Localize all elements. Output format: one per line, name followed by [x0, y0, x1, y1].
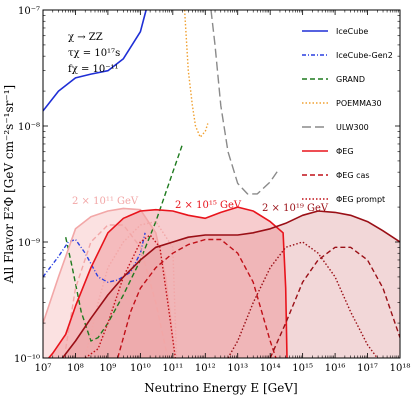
x-tick-label: 10⁹ — [100, 363, 117, 374]
legend-label-eg-cas: ΦEG cas — [336, 171, 370, 180]
x-tick-label: 10¹⁸ — [390, 363, 411, 374]
annotation-1e15: 2 × 10¹⁵ GeV — [175, 200, 242, 211]
series-line-eg-2-10 — [43, 207, 175, 358]
y-axis-title: All Flavor E²Φ [GeV cm⁻²s⁻¹sr⁻¹] — [2, 85, 16, 284]
legend-label-eg: ΦEG — [336, 147, 354, 156]
series-line-eg-2-10 — [48, 206, 288, 358]
series-line-eg-2-10-cas — [117, 238, 277, 358]
param-fraction: fχ = 10⁻¹¹ — [68, 64, 119, 75]
series-line-eg-2-10-cas — [269, 246, 400, 358]
param-decay: χ → ZZ — [68, 32, 103, 43]
x-tick-label: 10¹⁵ — [292, 363, 313, 374]
x-tick-label: 10¹¹ — [162, 363, 183, 374]
annotation-1e11: 2 × 10¹¹ GeV — [72, 196, 139, 207]
plot-frame — [42, 9, 401, 359]
legend-label-poemma30: POEMMA30 — [336, 99, 382, 108]
y-tick-label: 10⁻⁹ — [18, 238, 40, 249]
x-tick-label: 10¹⁴ — [260, 363, 281, 374]
x-axis-title: Neutrino Energy E [GeV] — [144, 381, 297, 395]
series-line-eg-2-10-prompt — [84, 234, 177, 358]
series-line-eg-2-10 — [61, 210, 400, 358]
x-tick-label: 10⁷ — [35, 363, 52, 374]
legend-label-eg-prompt: ΦEG prompt — [336, 195, 385, 204]
annotation-1e19: 2 × 10¹⁹ GeV — [262, 203, 329, 214]
param-lifetime: τχ = 10¹⁷s — [68, 48, 120, 59]
x-tick-label: 10¹² — [195, 363, 216, 374]
x-tick-label: 10¹⁰ — [130, 363, 151, 374]
legend-label-ulw300: ULW300 — [336, 123, 369, 132]
series-line-eg-2-10-cas — [65, 224, 169, 358]
series-line-eg-2-10-prompt — [227, 241, 378, 358]
legend: IceCube IceCube-Gen2 GRAND POEMMA30 ULW300 ΦE… — [302, 27, 393, 204]
series-line-icecube — [43, 10, 147, 112]
x-tick-label: 10⁸ — [67, 363, 84, 374]
x-tick-label: 10¹³ — [227, 363, 248, 374]
y-tick-label: 10⁻¹⁰ — [14, 354, 40, 365]
series-line-ulw300 — [210, 10, 280, 195]
series-line-poemma30 — [183, 10, 209, 138]
legend-label-icecube-gen2: IceCube-Gen2 — [336, 51, 393, 60]
y-tick-label: 10⁻⁷ — [18, 6, 40, 17]
params-box: χ → ZZ τχ = 10¹⁷s fχ = 10⁻¹¹ — [68, 32, 120, 75]
x-tick-label: 10¹⁶ — [325, 363, 346, 374]
y-tick-label: 10⁻⁸ — [18, 122, 40, 133]
legend-label-grand: GRAND — [336, 75, 365, 84]
band-2-10-band — [62, 211, 400, 358]
x-tick-label: 10¹⁷ — [357, 363, 378, 374]
legend-label-icecube: IceCube — [336, 27, 368, 36]
